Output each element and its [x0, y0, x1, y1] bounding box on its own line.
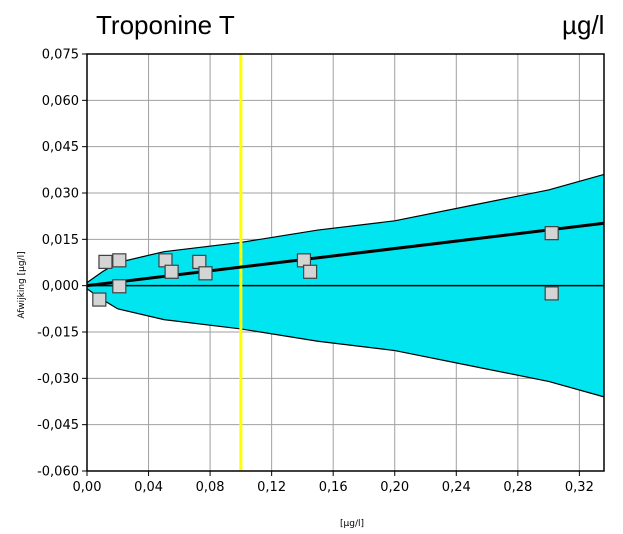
y-tick-label-0: 0,075: [42, 48, 79, 63]
x-tick-label-6: 0,24: [442, 480, 471, 495]
plot-border: [86, 53, 605, 472]
x-tick-label-7: 0,28: [503, 480, 532, 495]
y-tick-label-2: 0,045: [42, 140, 79, 155]
data-point-1: [98, 254, 113, 269]
data-point-2: [112, 253, 127, 268]
data-point-9: [303, 264, 318, 279]
x-tick-label-4: 0,16: [319, 480, 348, 495]
y-tick-labels: 0,075 0,060 0,045 0,030 0,015 0,000 -0,015 -0,0…: [37, 48, 87, 480]
x-tick-label-8: 0,32: [565, 480, 594, 495]
y-axis-label: Afwijking [µg/l]: [17, 251, 27, 318]
x-tick-label-0: 0,00: [73, 480, 102, 495]
y-tick-label-9: -0,060: [37, 465, 79, 480]
unit-label: µg/l: [562, 10, 604, 40]
data-point-10: [544, 226, 559, 241]
x-tick-label-5: 0,20: [380, 480, 409, 495]
y-tick-label-6: -0,015: [37, 326, 79, 341]
data-points: [92, 226, 559, 307]
x-tick-label-1: 0,04: [134, 480, 163, 495]
data-point-5: [164, 264, 179, 279]
y-tick-label-8: -0,045: [37, 418, 79, 433]
x-tick-labels: 0,00 0,04 0,08 0,12 0,16 0,20 0,24 0,28 0,32: [73, 471, 594, 495]
y-tick-label-3: 0,030: [42, 187, 79, 202]
y-tick-label-4: 0,015: [42, 233, 79, 248]
data-point-11: [544, 286, 559, 301]
y-tick-label-7: -0,030: [37, 372, 79, 387]
data-point-0: [92, 292, 107, 307]
band-lower-edge: [86, 288, 605, 398]
x-tick-label-2: 0,08: [196, 480, 225, 495]
plot-frame: [86, 53, 605, 472]
data-point-3: [112, 279, 127, 294]
x-axis-label: [µg/l]: [340, 519, 364, 529]
x-tick-label-3: 0,12: [257, 480, 286, 495]
chart-title: Troponine T: [96, 10, 235, 40]
y-tick-label-1: 0,060: [42, 94, 79, 109]
y-tick-label-5: 0,000: [42, 279, 79, 294]
data-point-7: [198, 266, 213, 281]
